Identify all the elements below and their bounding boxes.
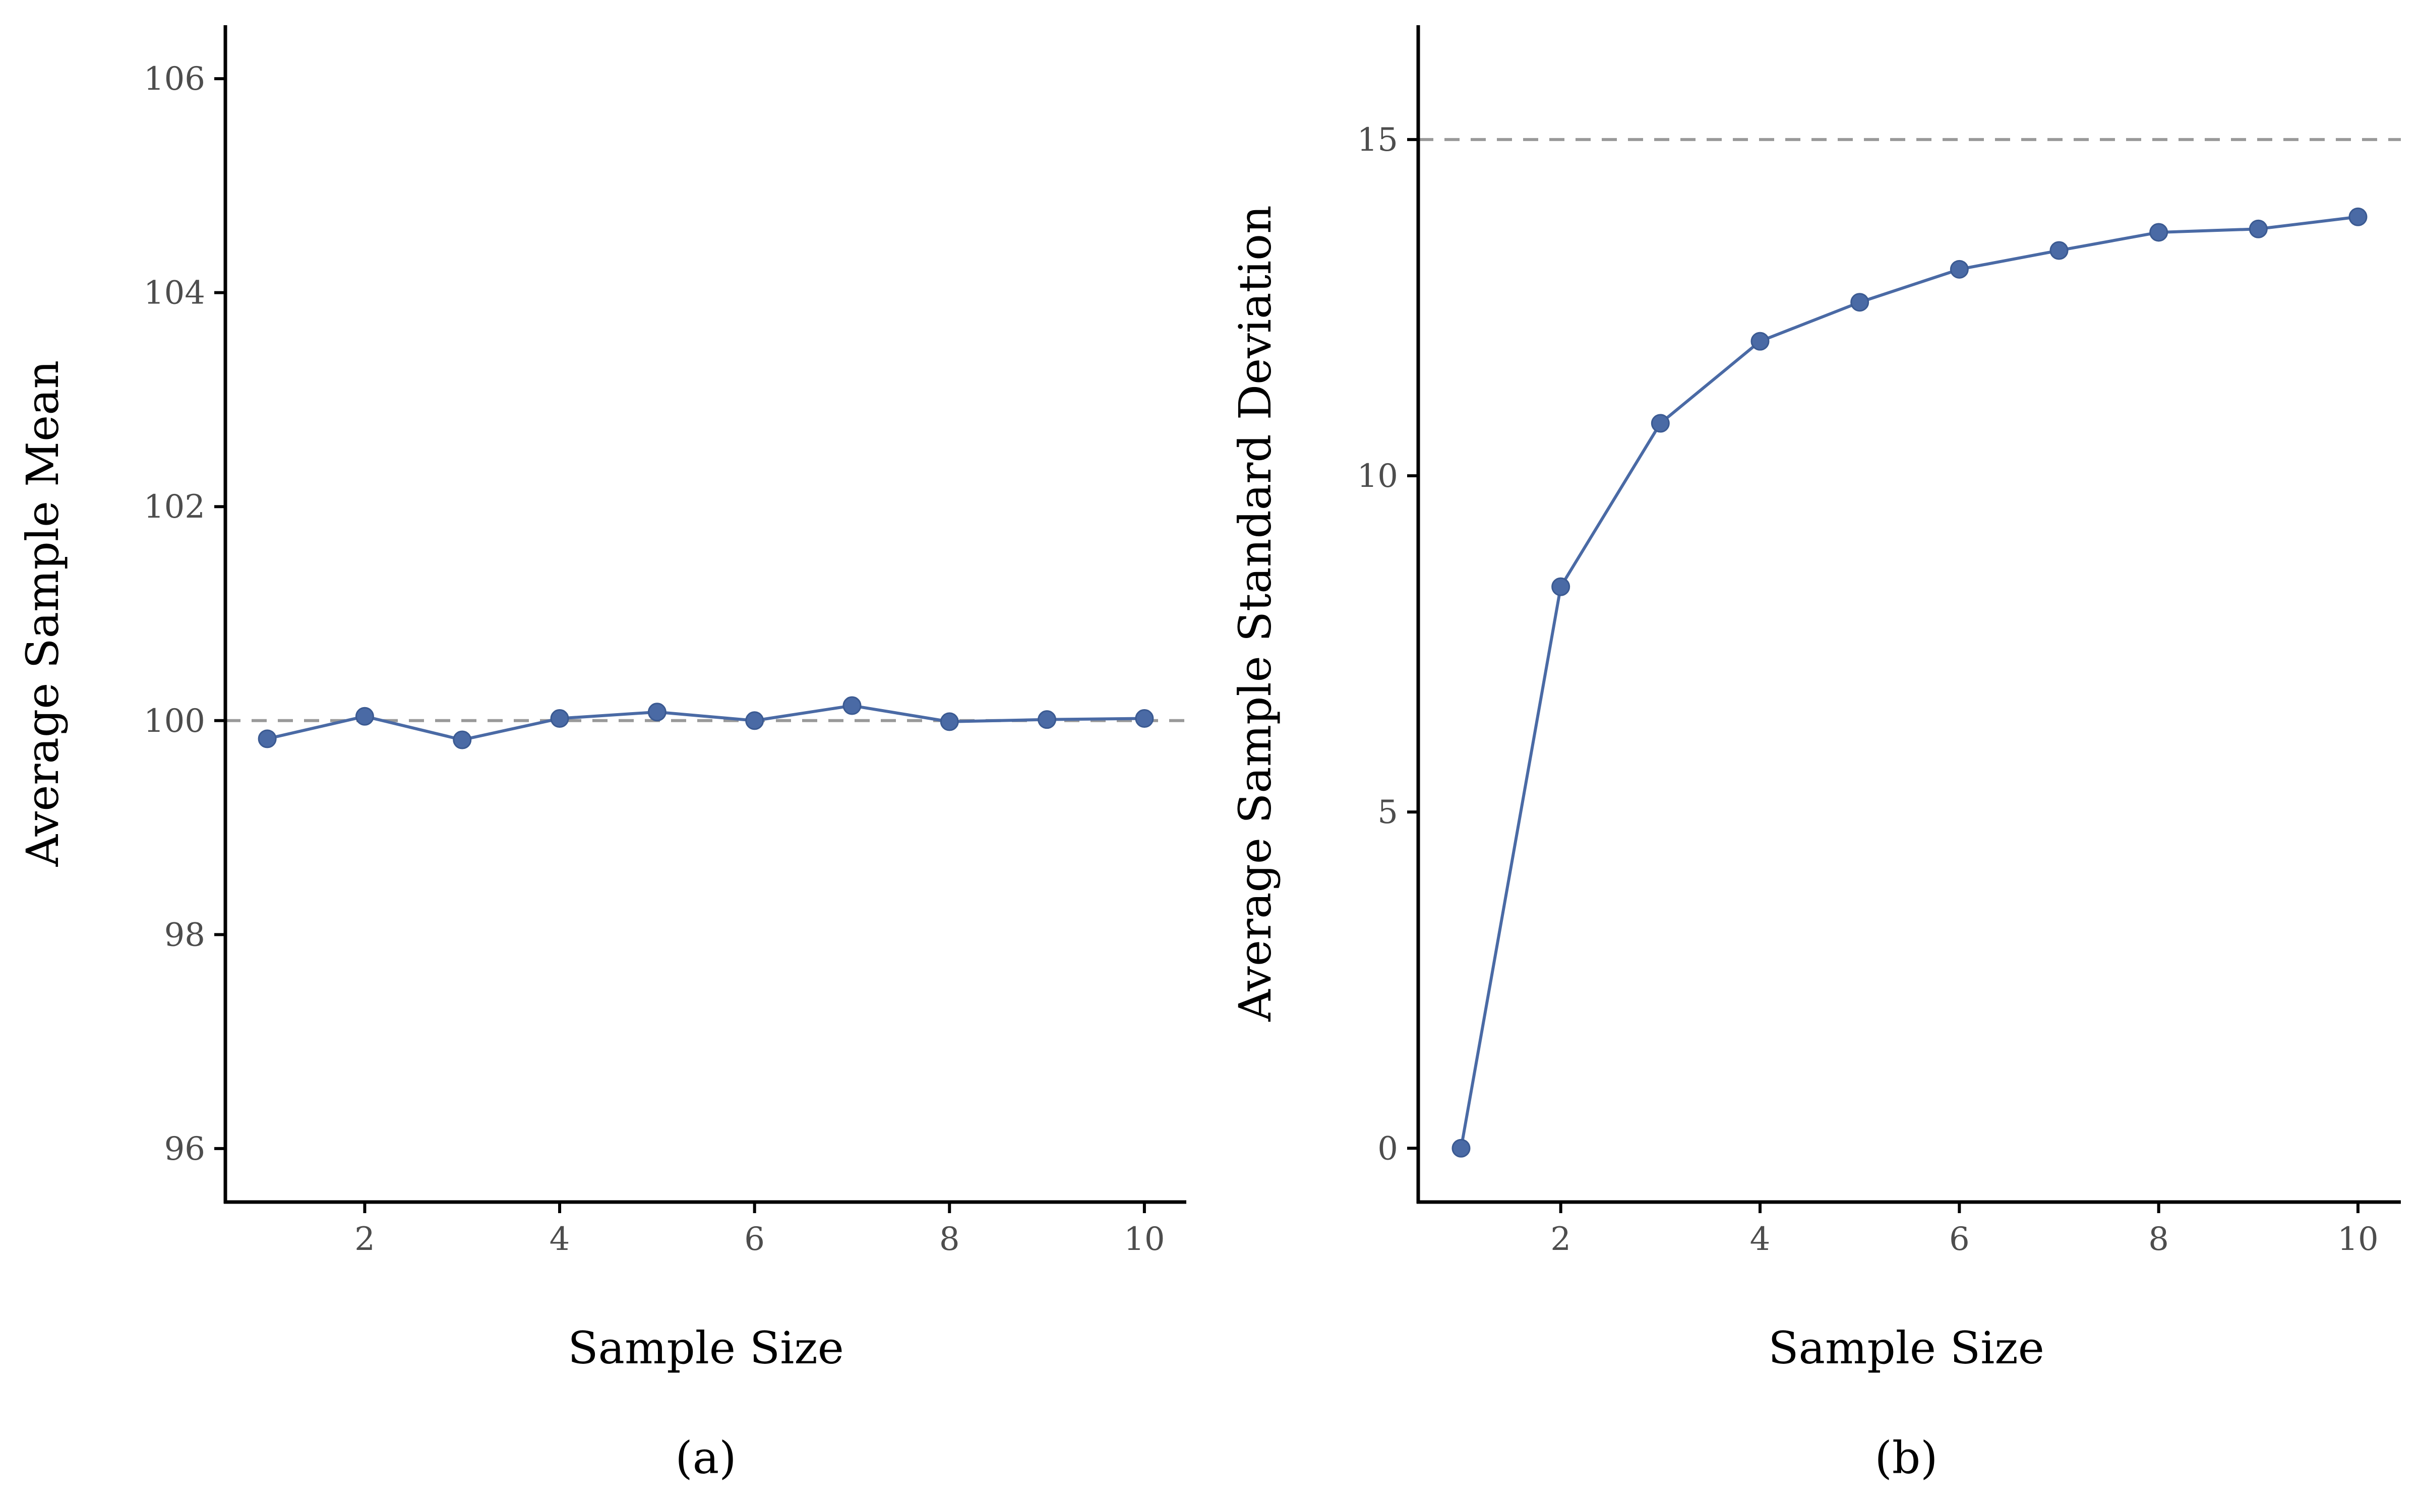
panel-b-data-point	[2049, 241, 2069, 260]
panel-a-series-line	[267, 704, 1144, 741]
panel-b-ytick-label: 0	[1377, 1130, 1398, 1167]
panel-b-xlabel: Sample Size	[1768, 1322, 2044, 1374]
panel-a-xtick-label: 6	[744, 1221, 765, 1258]
panel-a-data-point	[453, 730, 472, 749]
panel-a-data-point	[258, 729, 277, 748]
panel-a-data-point	[940, 712, 959, 731]
panel-a-xtick-label: 10	[1124, 1221, 1165, 1258]
panel-b-data-point	[1651, 414, 1670, 433]
panel-a-xlabel: Sample Size	[568, 1322, 844, 1374]
panel-b-ytick-label: 10	[1357, 458, 1398, 495]
panel-b-caption: (b)	[1875, 1432, 1938, 1484]
panel-a-ytick-label: 104	[144, 275, 205, 312]
panel-a-xtick-label: 4	[550, 1221, 570, 1258]
panel-b-xtick-label: 6	[1949, 1221, 1970, 1258]
panel-b-xtick-label: 10	[2337, 1221, 2378, 1258]
panel-b-data-point	[1551, 577, 1570, 596]
panel-b-ylabel: Average Sample Standard Deviation	[1229, 205, 1281, 1022]
panel-a-xtick-label: 2	[354, 1221, 375, 1258]
panel-b-data-point	[1950, 260, 1969, 279]
panel-a-data-point	[550, 709, 569, 728]
panel-a-data-point	[842, 696, 862, 715]
panel-b-xtick-label: 4	[1750, 1221, 1771, 1258]
panel-a-ytick-label: 98	[164, 916, 205, 954]
panel-b-ytick-label: 15	[1357, 121, 1398, 159]
panel-a-ytick-label: 102	[144, 488, 205, 526]
panel-b-data-point	[2348, 207, 2368, 226]
panel-b-series-line	[1460, 215, 2358, 1149]
panel-b-data-point	[2149, 223, 2168, 242]
panel-b-data-point	[1850, 293, 1869, 312]
panel-b-xtick-label: 2	[1550, 1221, 1571, 1258]
panel-b-ytick-label: 5	[1377, 794, 1398, 831]
panel-b-xtick-label: 8	[2148, 1221, 2169, 1258]
panel-b-data-point	[1750, 332, 1770, 351]
panel-a-data-point	[745, 711, 764, 730]
panel-b: Average Sample Standard Deviation Sample…	[1229, 25, 2401, 1484]
panel-a: Average Sample Mean Sample Size (a) 96 98…	[17, 25, 1186, 1484]
panel-b-data-point	[2249, 219, 2268, 238]
panel-a-data-point	[1135, 709, 1154, 728]
panel-a-data-point	[1038, 710, 1057, 729]
panel-a-data-point	[355, 707, 374, 726]
panel-b-data-point	[1451, 1139, 1471, 1158]
panel-a-ytick-label: 106	[144, 60, 205, 98]
panel-a-xtick-label: 8	[939, 1221, 960, 1258]
panel-a-ytick-label: 100	[144, 703, 205, 740]
panel-a-ytick-label: 96	[164, 1130, 205, 1168]
panel-a-data-point	[647, 703, 667, 722]
panel-a-ylabel: Average Sample Mean	[17, 360, 69, 867]
panel-a-caption: (a)	[675, 1432, 736, 1484]
